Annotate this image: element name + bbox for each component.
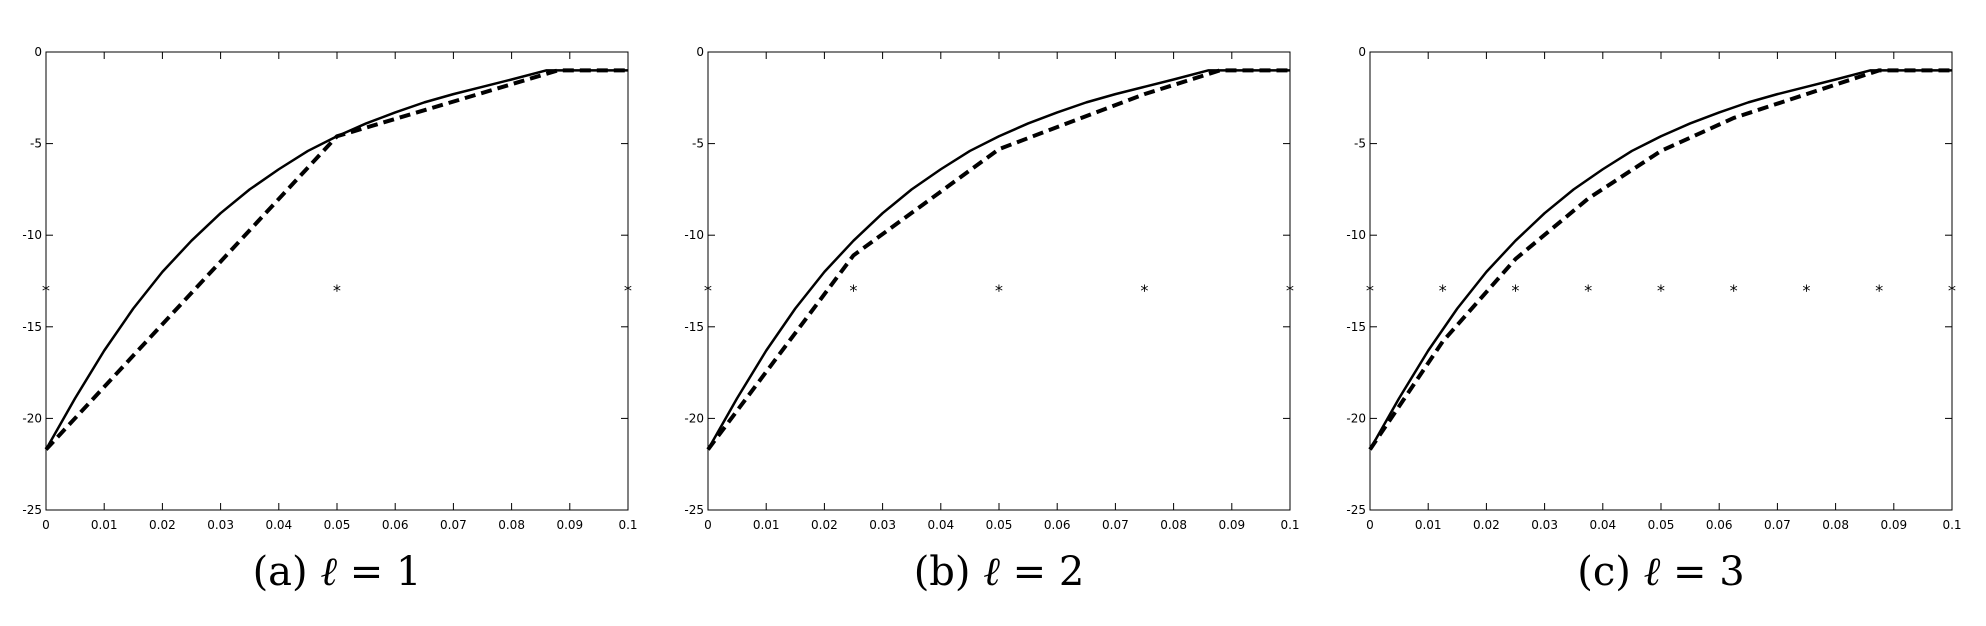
x-tick-label: 0.01 bbox=[1415, 518, 1442, 532]
caption-variable: ℓ bbox=[1644, 549, 1661, 595]
y-tick-label: -15 bbox=[1346, 320, 1366, 334]
series-line-solid bbox=[706, 69, 1290, 451]
y-tick-label: -25 bbox=[684, 503, 704, 517]
data-point-marker: * bbox=[1947, 281, 1957, 300]
panel-c: 0 0.01 0.02 0.03 0.04 0.05 0.06 0.07 0.08 0.09 0.1… bbox=[1346, 45, 1961, 595]
caption-label: (a) bbox=[253, 549, 321, 595]
x-tick-label: 0.09 bbox=[1880, 518, 1907, 532]
data-point-marker: * bbox=[1729, 281, 1739, 300]
x-tick-label: 0.02 bbox=[149, 518, 176, 532]
caption-value: = 2 bbox=[1000, 549, 1084, 595]
x-tick-label: 0.09 bbox=[556, 518, 583, 532]
y-tick-label: -15 bbox=[22, 320, 42, 334]
x-tick-label: 0.06 bbox=[382, 518, 409, 532]
caption-label: (c) bbox=[1577, 549, 1643, 595]
x-tick-label: 0.1 bbox=[1942, 518, 1961, 532]
data-point-marker: * bbox=[1365, 281, 1375, 300]
data-point-marker: * bbox=[1285, 281, 1295, 300]
data-point-marker: * bbox=[1802, 281, 1812, 300]
x-tick-label: 0.06 bbox=[1044, 518, 1071, 532]
panel-caption: (a) ℓ = 1 bbox=[253, 549, 422, 595]
panel-caption: (b) ℓ = 2 bbox=[914, 549, 1085, 595]
caption-variable: ℓ bbox=[983, 549, 1000, 595]
panel-a: 0 0.01 0.02 0.03 0.04 0.05 0.06 0.07 0.08 0.09 0.1… bbox=[22, 45, 637, 595]
data-point-marker: * bbox=[994, 281, 1004, 300]
x-tick-label: 0.04 bbox=[1589, 518, 1616, 532]
series-line-solid bbox=[1368, 69, 1952, 451]
y-tick-label: -10 bbox=[1346, 228, 1366, 242]
y-tick-label: -20 bbox=[684, 411, 704, 425]
y-tick-label: -25 bbox=[1346, 503, 1366, 517]
y-tick-label: 0 bbox=[34, 45, 42, 59]
y-tick-label: -20 bbox=[1346, 411, 1366, 425]
y-tick-label: -10 bbox=[22, 228, 42, 242]
caption-variable: ℓ bbox=[320, 549, 337, 595]
y-tick-label: -20 bbox=[22, 411, 42, 425]
data-point-marker: * bbox=[623, 281, 633, 300]
data-point-marker: * bbox=[41, 281, 51, 300]
x-tick-label: 0.03 bbox=[869, 518, 896, 532]
data-point-marker: * bbox=[332, 281, 342, 300]
x-tick-label: 0.03 bbox=[1531, 518, 1558, 532]
x-tick-label: 0.02 bbox=[1473, 518, 1500, 532]
x-tick-label: 0.07 bbox=[1102, 518, 1129, 532]
data-point-marker: * bbox=[1511, 281, 1521, 300]
x-tick-label: 0.08 bbox=[498, 518, 525, 532]
x-tick-label: 0.01 bbox=[753, 518, 780, 532]
y-tick-label: -10 bbox=[684, 228, 704, 242]
series-line-dashed bbox=[1368, 68, 1952, 451]
y-tick-label: 0 bbox=[1358, 45, 1366, 59]
x-tick-label: 0.09 bbox=[1218, 518, 1245, 532]
x-tick-label: 0.02 bbox=[811, 518, 838, 532]
x-tick-label: 0.06 bbox=[1706, 518, 1733, 532]
x-tick-label: 0.1 bbox=[618, 518, 637, 532]
y-tick-label: -15 bbox=[684, 320, 704, 334]
x-tick-label: 0.03 bbox=[207, 518, 234, 532]
x-tick-label: 0.04 bbox=[265, 518, 292, 532]
caption-value: = 3 bbox=[1660, 549, 1744, 595]
data-point-marker: * bbox=[1656, 281, 1666, 300]
y-tick-label: -5 bbox=[1354, 137, 1366, 151]
data-point-marker: * bbox=[849, 281, 859, 300]
data-point-marker: * bbox=[1583, 281, 1593, 300]
x-tick-label: 0.01 bbox=[91, 518, 118, 532]
data-point-marker: * bbox=[1874, 281, 1884, 300]
x-tick-label: 0 bbox=[42, 518, 50, 532]
x-tick-label: 0.07 bbox=[440, 518, 467, 532]
x-tick-label: 0.05 bbox=[1648, 518, 1675, 532]
x-tick-label: 0 bbox=[704, 518, 712, 532]
x-tick-label: 0.08 bbox=[1160, 518, 1187, 532]
x-tick-label: 0.1 bbox=[1280, 518, 1299, 532]
caption-value: = 1 bbox=[337, 549, 421, 595]
y-tick-label: 0 bbox=[696, 45, 704, 59]
data-point-marker: * bbox=[703, 281, 713, 300]
y-tick-label: -5 bbox=[30, 137, 42, 151]
x-tick-label: 0.04 bbox=[927, 518, 954, 532]
x-tick-label: 0.05 bbox=[986, 518, 1013, 532]
caption-label: (b) bbox=[914, 549, 984, 595]
data-point-marker: * bbox=[1140, 281, 1150, 300]
series-line-solid bbox=[44, 69, 628, 451]
x-tick-label: 0.07 bbox=[1764, 518, 1791, 532]
x-tick-label: 0.08 bbox=[1822, 518, 1849, 532]
x-tick-label: 0 bbox=[1366, 518, 1374, 532]
series-line-dashed bbox=[706, 68, 1290, 451]
series-line-dashed bbox=[44, 68, 628, 451]
data-point-marker: * bbox=[1438, 281, 1448, 300]
y-tick-label: -25 bbox=[22, 503, 42, 517]
y-tick-label: -5 bbox=[692, 137, 704, 151]
x-tick-label: 0.05 bbox=[324, 518, 351, 532]
panel-caption: (c) ℓ = 3 bbox=[1577, 549, 1744, 595]
panel-b: 0 0.01 0.02 0.03 0.04 0.05 0.06 0.07 0.08 0.09 0.1… bbox=[684, 45, 1299, 595]
